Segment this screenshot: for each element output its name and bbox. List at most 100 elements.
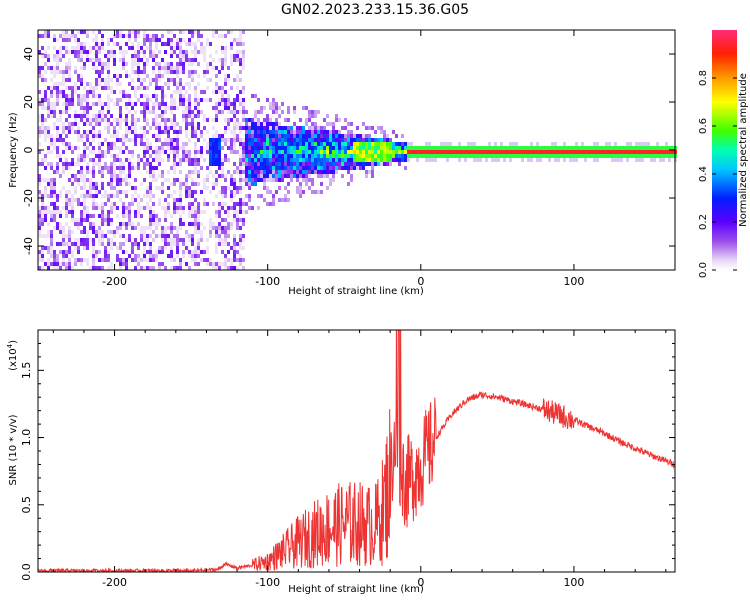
spectrogram-cell — [167, 106, 170, 110]
spectrogram-cell — [113, 174, 116, 178]
spectrogram-cell — [143, 34, 146, 38]
spectrogram-cell — [170, 194, 173, 198]
spectrogram-cell — [59, 34, 62, 38]
spectrogram-cell — [77, 158, 80, 162]
spectrogram-cell — [137, 162, 140, 166]
spectrogram-cell — [347, 142, 350, 146]
spectrogram-cell — [206, 70, 209, 74]
spectrogram-cell — [272, 106, 275, 110]
spectrogram-cell — [266, 114, 269, 118]
spectrogram-cell — [596, 158, 599, 162]
spectrogram-cell — [218, 158, 221, 162]
spectrogram-cell — [65, 166, 68, 170]
spectrogram-cell — [227, 146, 230, 150]
spectrogram-cell — [41, 46, 44, 50]
spectrogram-cell — [104, 102, 107, 106]
spectrogram-cell — [80, 54, 83, 58]
spectrogram-cell — [275, 162, 278, 166]
spectrogram-cell — [77, 94, 80, 98]
spectrogram-cell — [176, 178, 179, 182]
spectrogram-cell — [245, 174, 248, 178]
spectrogram-cell — [104, 82, 107, 86]
spectrogram-cell — [164, 106, 167, 110]
spectrogram-cell — [233, 58, 236, 62]
spectrogram-cell — [185, 158, 188, 162]
spectrogram-cell — [311, 158, 314, 162]
spectrogram-cell — [197, 238, 200, 242]
spectrogram-cell — [284, 118, 287, 122]
spectrogram-cell — [590, 146, 593, 150]
spectrogram-cell — [119, 158, 122, 162]
spectrogram-cell — [251, 206, 254, 210]
spectrogram-cell — [158, 114, 161, 118]
spectrogram-cell — [290, 142, 293, 146]
spectrogram-cell — [329, 142, 332, 146]
spectrogram-cell — [260, 106, 263, 110]
spectrogram-cell — [56, 222, 59, 226]
spectrogram-cell — [338, 130, 341, 134]
spectrogram-cell — [248, 178, 251, 182]
spectrogram-cell — [299, 182, 302, 186]
spectrogram-cell — [161, 130, 164, 134]
spectrogram-cell — [65, 146, 68, 150]
spectrogram-cell — [176, 238, 179, 242]
spectrogram-cell — [305, 134, 308, 138]
spectrogram-cell — [200, 190, 203, 194]
spectrogram-cell — [323, 118, 326, 122]
spectrogram-cell — [149, 38, 152, 42]
spectrogram-cell — [86, 114, 89, 118]
spectrogram-cell — [38, 222, 41, 226]
spectrogram-cell — [170, 50, 173, 54]
spectrogram-cell — [263, 142, 266, 146]
spectrogram-cell — [92, 242, 95, 246]
spectrogram-cell — [41, 126, 44, 130]
spectrogram-cell — [221, 158, 224, 162]
spectrogram-cell — [239, 98, 242, 102]
spectrogram-cell — [233, 194, 236, 198]
spectrogram-cell — [119, 262, 122, 266]
spectrogram-cell — [140, 50, 143, 54]
spectrogram-cell — [224, 78, 227, 82]
spectrogram-cell — [158, 218, 161, 222]
spectrogram-cell — [464, 154, 467, 158]
spectrogram-cell — [305, 150, 308, 154]
spectrogram-cell — [149, 266, 152, 270]
spectrogram-cell — [164, 94, 167, 98]
spectrogram-cell — [188, 102, 191, 106]
spectrogram-cell — [221, 206, 224, 210]
spectrogram-cell — [86, 190, 89, 194]
spectrogram-cell — [458, 150, 461, 154]
spectrogram-cell — [380, 126, 383, 130]
spectrogram-cell — [98, 122, 101, 126]
spectrogram-cell — [254, 166, 257, 170]
spectrogram-cell — [101, 214, 104, 218]
spectrogram-cell — [350, 174, 353, 178]
spectrogram-cell — [41, 202, 44, 206]
snr-ylabel: SNR (10 * v/v) — [8, 414, 19, 485]
spectrogram-cell — [149, 50, 152, 54]
spectrogram-cell — [185, 262, 188, 266]
spectrogram-cell — [47, 30, 50, 34]
spectrogram-cell — [539, 146, 542, 150]
spectrogram-cell — [50, 250, 53, 254]
spectrogram-cell — [308, 118, 311, 122]
spectrogram-cell — [98, 62, 101, 66]
spectrogram-cell — [341, 154, 344, 158]
spectrogram-cell — [326, 170, 329, 174]
spectrogram-cell — [218, 242, 221, 246]
spectrogram-cell — [200, 238, 203, 242]
spectrogram-cell — [302, 154, 305, 158]
spectrogram-cell — [170, 258, 173, 262]
spectrogram-cell — [206, 258, 209, 262]
spectrogram-cell — [191, 78, 194, 82]
spectrogram-cell — [122, 66, 125, 70]
spectrogram-cell — [107, 74, 110, 78]
spectrogram-cell — [239, 62, 242, 66]
spectrogram-cell — [41, 122, 44, 126]
spectrogram-cell — [125, 210, 128, 214]
spectrogram-cell — [542, 150, 545, 154]
colorbar-tick-label: 0.4 — [698, 166, 709, 182]
spectrogram-cell — [176, 230, 179, 234]
spectrogram-cell — [149, 170, 152, 174]
spectrogram-cell — [653, 150, 656, 154]
